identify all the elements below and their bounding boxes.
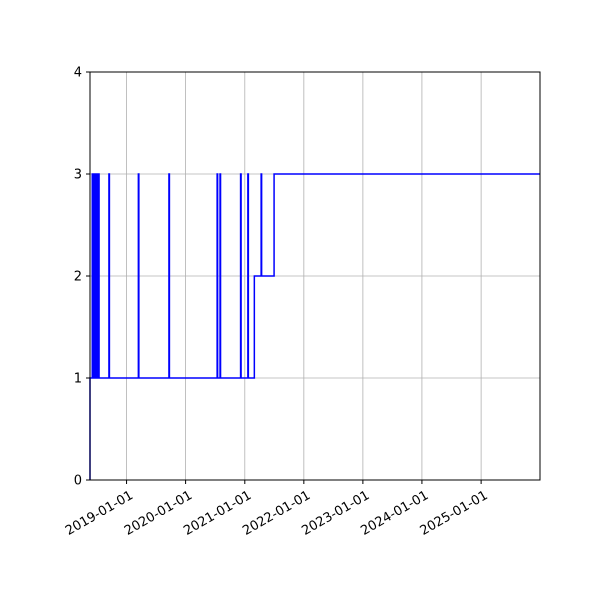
- x-tick-label: 2025-01-01: [418, 488, 491, 539]
- y-tick-label: 3: [74, 168, 82, 183]
- y-axis-ticks: 0 1 2 3 4: [74, 66, 90, 489]
- x-axis-ticks: 2019-01-012020-01-012021-01-012022-01-01…: [63, 480, 491, 539]
- grid: [90, 71, 540, 481]
- series-line: [89, 173, 540, 480]
- y-tick-label: 0: [74, 474, 82, 489]
- y-tick-label: 4: [74, 66, 82, 81]
- series-layer: [89, 173, 540, 480]
- y-tick-label: 2: [74, 270, 82, 285]
- y-tick-label: 1: [74, 372, 82, 387]
